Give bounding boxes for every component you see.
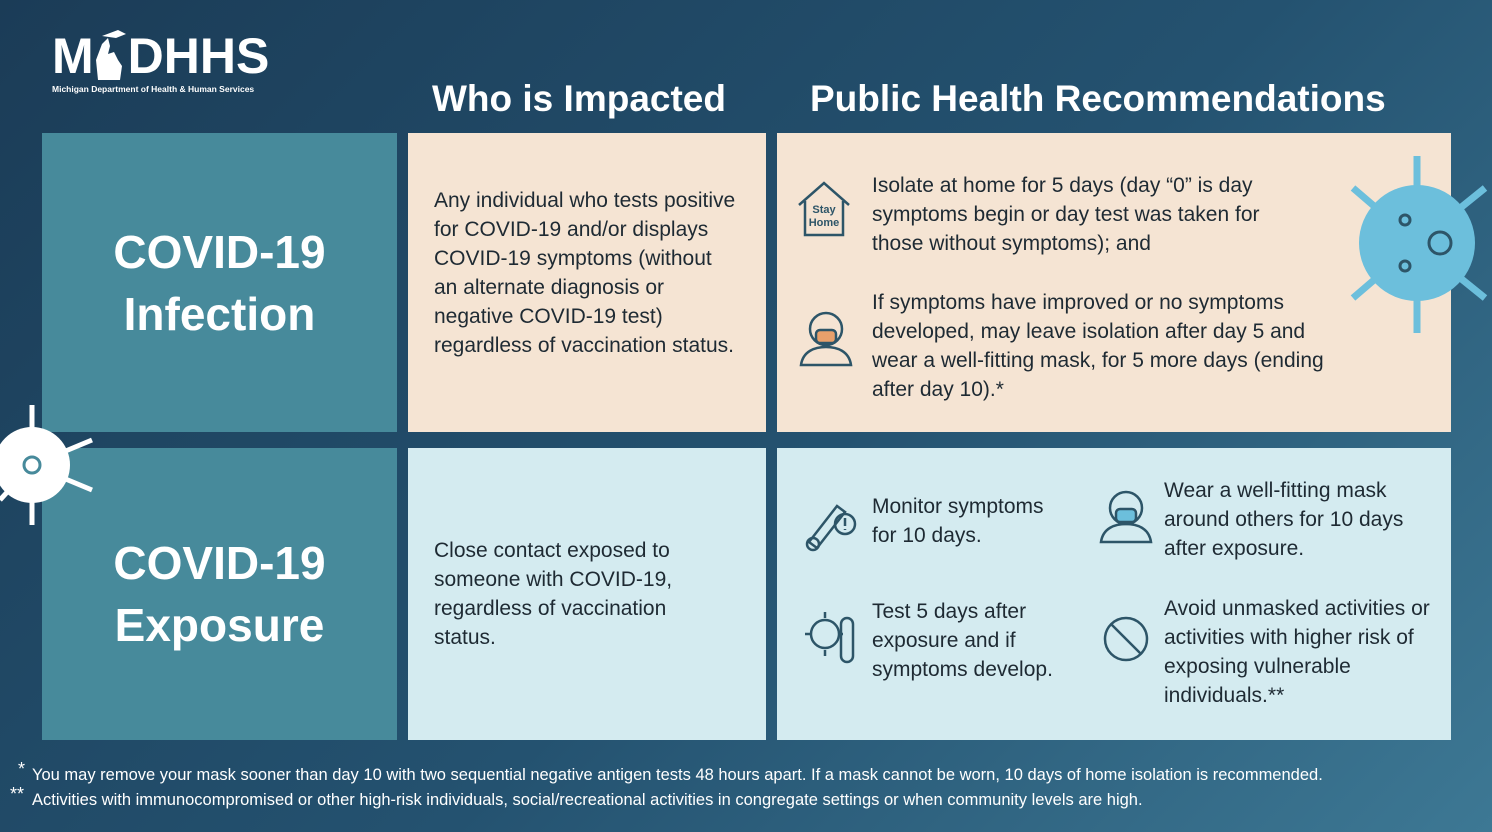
thermometer-icon bbox=[805, 504, 857, 552]
footnote-text: Activities with immunocompromised or oth… bbox=[32, 791, 1143, 809]
stay-home-icon: Stay Home bbox=[798, 181, 850, 237]
footnote: * You may remove your mask sooner than da… bbox=[18, 759, 1323, 785]
logo-subtitle: Michigan Department of Health & Human Se… bbox=[52, 84, 255, 94]
virus-decoration bbox=[0, 405, 93, 525]
footnote-mark: ** bbox=[10, 784, 25, 804]
row-label-line: Infection bbox=[123, 287, 316, 340]
recommendation-text: Avoid unmasked activities or activities … bbox=[1164, 597, 1430, 707]
recommendation-text: Wear a well-fitting mask around others f… bbox=[1164, 479, 1404, 560]
logo-left: M bbox=[52, 28, 94, 84]
logo-right: DHHS bbox=[127, 28, 270, 84]
recommendation-cell: Stay Home Isolate at home for 5 days (da… bbox=[777, 133, 1451, 432]
row-label-line: COVID-19 bbox=[113, 225, 326, 278]
row-label-line: Exposure bbox=[114, 599, 325, 651]
row-label: COVID-19 Exposure bbox=[42, 448, 397, 740]
logo: M DHHS Michigan Department of Health & Hu… bbox=[52, 30, 269, 94]
who-text: Close contact exposed to someone with CO… bbox=[434, 539, 673, 649]
michigan-shape bbox=[95, 30, 126, 80]
recommendation-text: Isolate at home for 5 days (day “0” is d… bbox=[872, 174, 1260, 255]
test-icon bbox=[805, 612, 855, 664]
prohibited-icon bbox=[1103, 616, 1149, 662]
column-header: Public Health Recommendations bbox=[810, 78, 1386, 119]
footnote-text: You may remove your mask sooner than day… bbox=[32, 766, 1323, 784]
icon-text: Stay bbox=[812, 204, 836, 216]
footnote: ** Activities with immunocompromised or o… bbox=[10, 784, 1143, 810]
row-label: COVID-19 Infection bbox=[42, 133, 397, 432]
recommendation-cell: Monitor symptoms for 10 days. Wear a wel… bbox=[777, 448, 1451, 740]
mask-icon bbox=[1099, 490, 1153, 544]
mask-icon bbox=[799, 311, 853, 367]
who-cell: Any individual who tests positive for CO… bbox=[408, 133, 766, 432]
recommendation-text: If symptoms have improved or no symptoms… bbox=[872, 291, 1324, 401]
icon-text: Home bbox=[809, 217, 840, 229]
who-cell: Close contact exposed to someone with CO… bbox=[408, 448, 766, 740]
column-header: Who is Impacted bbox=[432, 78, 726, 119]
row-label-line: COVID-19 bbox=[113, 537, 326, 589]
virus-decoration bbox=[1350, 156, 1488, 333]
footnote-mark: * bbox=[18, 759, 26, 779]
recommendation-text: Test 5 days after exposure and if sympto… bbox=[872, 600, 1053, 681]
recommendation-text: Monitor symptoms for 10 days. bbox=[872, 495, 1044, 547]
who-text: Any individual who tests positive for CO… bbox=[434, 189, 736, 357]
